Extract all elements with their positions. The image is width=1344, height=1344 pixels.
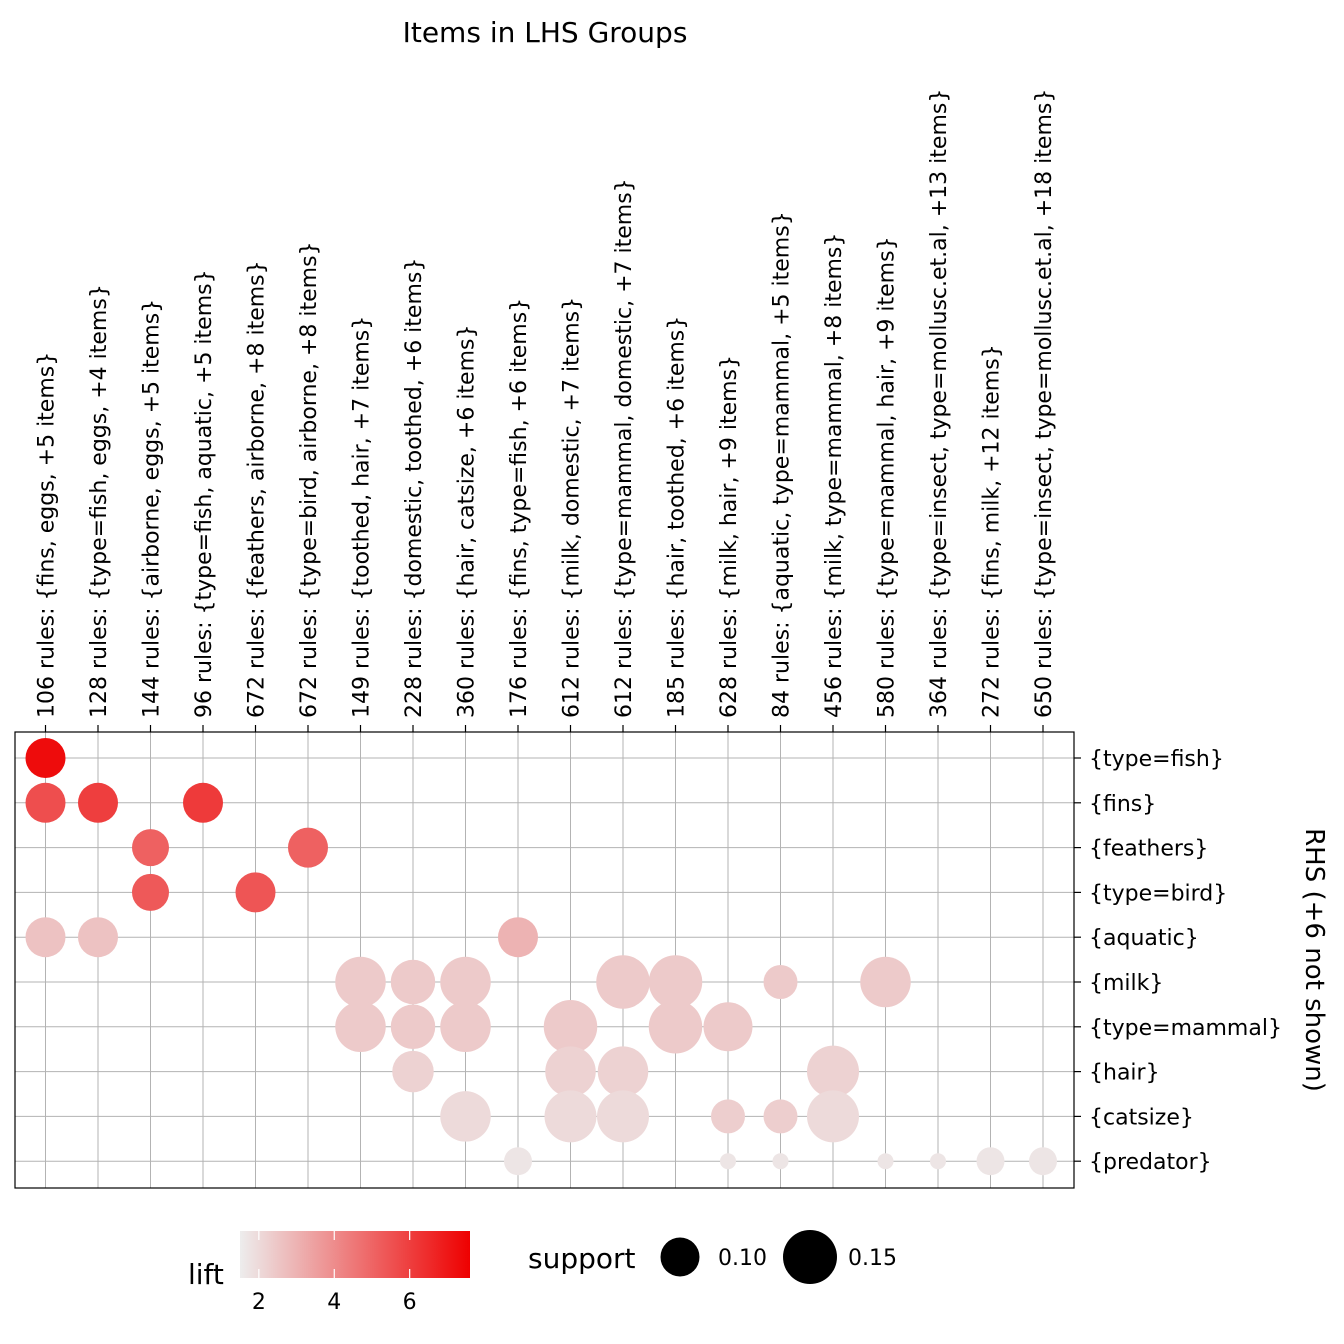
data-point [720,1153,736,1170]
data-point [596,955,650,1009]
data-point [440,956,491,1008]
column-label: 96 rules: {type=fish, aquatic, +5 items} [192,269,217,718]
data-point [711,1099,745,1134]
column-label: 272 rules: {fins, milk, +12 items} [980,344,1005,718]
data-point [648,1000,703,1054]
row-label: {aquatic} [1089,926,1199,951]
row-label: {type=bird} [1089,881,1227,906]
row-label: {hair} [1089,1061,1160,1086]
data-point [807,1045,859,1098]
data-point [648,955,703,1009]
column-label: 228 rules: {domestic, toothed, +6 items} [402,258,427,718]
data-point [183,782,223,823]
row-label: {milk} [1089,971,1163,996]
data-point [544,1090,597,1143]
data-point [930,1153,946,1170]
y-axis-label: RHS (+6 not shown) [1299,828,1329,1092]
data-point [235,872,276,913]
data-point [763,965,798,999]
column-label: 176 rules: {fins, type=fish, +6 items} [507,298,532,718]
data-point [25,917,66,958]
column-label: 628 rules: {milk, hair, +9 items} [717,355,742,718]
column-label: 672 rules: {feathers, airborne, +8 items… [245,260,270,718]
data-point [132,873,169,911]
support-key-circle [783,1230,837,1284]
data-point [504,1147,532,1176]
column-label: 128 rules: {type=fish, eggs, +4 items} [87,284,112,718]
data-point [390,1004,436,1050]
support-key-label: 0.15 [848,1246,897,1271]
data-point [597,1046,649,1097]
plot-panel-border [14,731,1075,1189]
lift-ticks: 2 4 6 [252,1231,417,1315]
support-key-circle [660,1237,700,1277]
support-key-label: 0.10 [718,1246,767,1271]
column-label: 149 rules: {toothed, hair, +7 items} [350,316,375,718]
data-point [976,1147,1005,1176]
row-label: {catsize} [1089,1105,1194,1130]
data-point [877,1153,894,1170]
data-point [78,782,118,823]
data-point [1029,1147,1057,1176]
data-point [25,782,66,823]
data-point [772,1153,789,1170]
column-label: 612 rules: {type=mammal, domestic, +7 it… [612,178,637,718]
column-label: 672 rules: {type=bird, airborne, +8 item… [297,241,322,718]
row-label: {feathers} [1089,837,1208,862]
row-label: {type=mammal} [1089,1016,1282,1041]
lift-tick-label: 6 [403,1290,417,1315]
data-point [440,1091,491,1142]
chart-title: Items in LHS Groups [403,16,688,49]
row-label: {fins} [1089,792,1156,817]
column-label: 456 rules: {milk, type=mammal, +8 items} [822,233,847,718]
row-labels: {type=fish} {fins} {feathers} {type=bird} {a… [1089,747,1282,1175]
column-label: 84 rules: {aquatic, type=mammal, +5 item… [770,211,795,718]
support-keys: 0.10 0.15 [660,1230,897,1284]
data-points [25,738,1057,1176]
lift-colorbar [240,1231,470,1278]
data-point [597,1090,649,1143]
data-point [288,827,328,868]
column-label: 360 rules: {hair, catsize, +6 items} [455,325,480,719]
column-label: 144 rules: {airborne, eggs, +5 items} [140,299,165,718]
column-label: 650 rules: {type=insect, type=mollusc.et… [1032,89,1057,718]
column-label: 580 rules: {type=mammal, hair, +9 items} [875,236,900,718]
data-point [498,917,538,958]
column-label: 106 rules: {fins, eggs, +5 items} [35,352,60,718]
data-point [807,1090,859,1143]
data-point [703,1002,753,1052]
data-point [335,956,386,1008]
data-point [392,1050,434,1093]
lift-legend-title: lift [188,1258,224,1291]
data-point [132,829,169,867]
data-point [763,1099,798,1134]
data-point [335,1001,386,1053]
data-point [78,917,118,958]
data-point [440,1001,491,1053]
row-label: {predator} [1089,1150,1212,1175]
legend: lift 2 4 6 support 0.10 0.15 [188,1230,897,1315]
data-point [390,959,436,1005]
column-label: 612 rules: {milk, domestic, +7 items} [560,297,585,718]
data-point [25,738,66,778]
support-legend-title: support [528,1242,636,1275]
data-point [545,1046,596,1097]
data-point [543,1000,598,1054]
column-labels: 106 rules: {fins, eggs, +5 items} 128 rul… [35,89,1058,718]
column-label: 364 rules: {type=insect, type=mollusc.et… [927,89,952,718]
column-label: 185 rules: {hair, toothed, +6 items} [665,316,690,718]
lift-tick-label: 2 [252,1290,266,1315]
lift-tick-label: 4 [327,1290,341,1315]
row-label: {type=fish} [1089,747,1224,772]
data-point [860,956,911,1008]
